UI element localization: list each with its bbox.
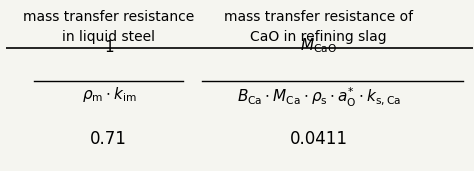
Text: $B_{\mathrm{Ca}} \cdot M_{\mathrm{Ca}} \cdot \rho_{\mathrm{s}} \cdot a_{\mathrm{: $B_{\mathrm{Ca}} \cdot M_{\mathrm{Ca}} \… (237, 86, 401, 109)
Text: CaO in refining slag: CaO in refining slag (250, 30, 387, 44)
Text: $M_{\mathrm{CaO}}$: $M_{\mathrm{CaO}}$ (300, 37, 337, 55)
Text: 1: 1 (104, 40, 114, 55)
Text: mass transfer resistance of: mass transfer resistance of (224, 10, 413, 24)
Text: in liquid steel: in liquid steel (62, 30, 155, 44)
Text: mass transfer resistance: mass transfer resistance (23, 10, 194, 24)
Text: 0.0411: 0.0411 (290, 130, 348, 148)
Text: 0.71: 0.71 (91, 130, 127, 148)
Text: $\rho_{\mathrm{m}} \cdot k_{\mathrm{im}}$: $\rho_{\mathrm{m}} \cdot k_{\mathrm{im}}… (82, 86, 136, 104)
